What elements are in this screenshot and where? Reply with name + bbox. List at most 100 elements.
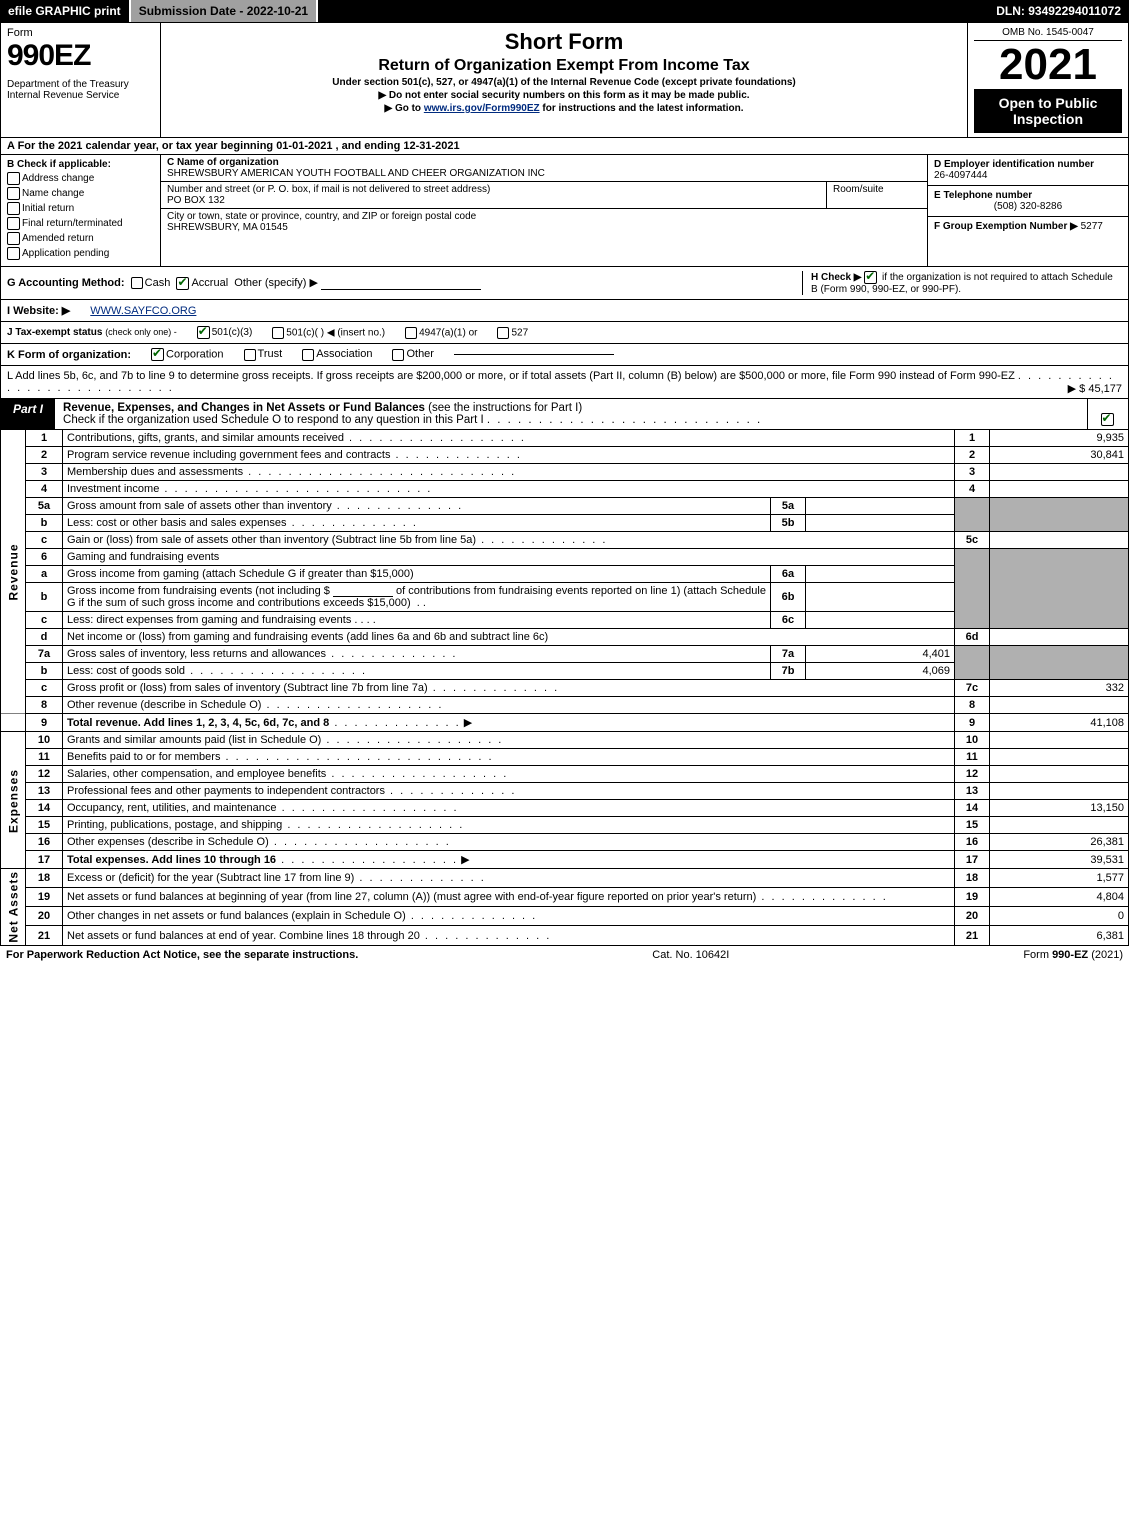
cb-amended-return[interactable]: Amended return (7, 232, 154, 245)
cb-final-return[interactable]: Final return/terminated (7, 217, 154, 230)
address-cell: Number and street (or P. O. box, if mail… (161, 182, 827, 208)
part-1-subline: Check if the organization used Schedule … (63, 414, 762, 426)
line-mid-val (806, 612, 955, 629)
line-desc-text: Other changes in net assets or fund bala… (67, 910, 406, 922)
no-ssn-note: ▶ Do not enter social security numbers o… (167, 90, 961, 101)
line-right-no: 12 (955, 766, 990, 783)
dots-leader (287, 517, 418, 529)
room-label: Room/suite (833, 184, 884, 195)
row-g-h: G Accounting Method: Cash Accrual Other … (0, 267, 1129, 300)
checkbox-checked-icon[interactable] (864, 271, 877, 284)
cb-address-label: Address change (22, 173, 94, 184)
line-desc: Net income or (loss) from gaming and fun… (63, 629, 955, 646)
radio-icon[interactable] (392, 349, 404, 361)
website-link[interactable]: WWW.SAYFCO.ORG (90, 305, 196, 317)
line-no: 4 (26, 481, 63, 498)
radio-icon[interactable] (244, 349, 256, 361)
line-desc: Grants and similar amounts paid (list in… (63, 732, 955, 749)
open-to-public-box: Open to Public Inspection (974, 89, 1122, 133)
shaded-cell (990, 646, 1129, 680)
line-a-calendar-year: A For the 2021 calendar year, or tax yea… (0, 138, 1129, 155)
checkbox-checked-icon[interactable] (1101, 413, 1114, 426)
line-no: 20 (26, 907, 63, 926)
header-center-cell: Short Form Return of Organization Exempt… (161, 23, 968, 137)
line-desc: Gross income from gaming (attach Schedul… (63, 566, 771, 583)
line-no: 5a (26, 498, 63, 515)
cb-address-change[interactable]: Address change (7, 172, 154, 185)
form-number: 990EZ (7, 39, 154, 73)
row-l-gross-receipts: L Add lines 5b, 6c, and 7b to line 9 to … (0, 366, 1129, 399)
dots-leader (269, 836, 451, 848)
checkbox-checked-icon[interactable] (151, 348, 164, 361)
goto-link[interactable]: www.irs.gov/Form990EZ (424, 103, 540, 114)
g-other-field[interactable] (321, 289, 481, 290)
form-header: Form 990EZ Department of the Treasury In… (0, 22, 1129, 138)
radio-icon[interactable] (497, 327, 509, 339)
cb-name-change[interactable]: Name change (7, 187, 154, 200)
line-no: 16 (26, 834, 63, 851)
line-right-val: 41,108 (990, 714, 1129, 732)
line-desc-text: Grants and similar amounts paid (list in… (67, 734, 321, 746)
line-mid-no: 5b (771, 515, 806, 532)
dots-leader (326, 768, 508, 780)
phone-value: (508) 320-8286 (934, 201, 1122, 212)
cb-final-label: Final return/terminated (22, 218, 123, 229)
line-7c: c Gross profit or (loss) from sales of i… (1, 680, 1129, 697)
line-mid-val: 4,401 (806, 646, 955, 663)
line-right-no: 16 (955, 834, 990, 851)
line-5c: c Gain or (loss) from sale of assets oth… (1, 532, 1129, 549)
dots-leader (282, 819, 464, 831)
page-footer: For Paperwork Reduction Act Notice, see … (0, 946, 1129, 964)
line-1: Revenue 1 Contributions, gifts, grants, … (1, 430, 1129, 447)
checkbox-icon (7, 187, 20, 200)
radio-icon[interactable] (302, 349, 314, 361)
line-no: 11 (26, 749, 63, 766)
line-18: Net Assets 18 Excess or (deficit) for th… (1, 869, 1129, 888)
line-desc-text: Less: cost or other basis and sales expe… (67, 517, 287, 529)
line-no: c (26, 612, 63, 629)
dots-leader (756, 891, 887, 903)
cb-initial-label: Initial return (22, 203, 74, 214)
line-desc-text: Less: direct expenses from gaming and fu… (67, 614, 351, 626)
h-check-note: H Check ▶ if the organization is not req… (802, 271, 1122, 295)
radio-icon[interactable] (131, 277, 143, 289)
line-desc-text: Salaries, other compensation, and employ… (67, 768, 326, 780)
line-desc: Occupancy, rent, utilities, and maintena… (63, 800, 955, 817)
h-label: H Check ▶ (811, 272, 861, 283)
block-b-header: B Check if applicable: (7, 159, 154, 170)
line-no: 14 (26, 800, 63, 817)
cb-initial-return[interactable]: Initial return (7, 202, 154, 215)
line-6: 6 Gaming and fundraising events (1, 549, 1129, 566)
line-desc: Excess or (deficit) for the year (Subtra… (63, 869, 955, 888)
line-desc-text: Printing, publications, postage, and shi… (67, 819, 282, 831)
radio-icon[interactable] (272, 327, 284, 339)
k-other-field[interactable] (454, 354, 614, 355)
part-1-title-note: (see the instructions for Part I) (428, 402, 582, 414)
checkbox-checked-icon[interactable] (197, 326, 210, 339)
line-desc: Total revenue. Add lines 1, 2, 3, 4, 5c,… (63, 714, 955, 732)
line-no: c (26, 532, 63, 549)
line-desc-text: Gross sales of inventory, less returns a… (67, 648, 326, 660)
address-label: Number and street (or P. O. box, if mail… (167, 184, 490, 195)
line-6b-desc1: Gross income from fundraising events (no… (67, 585, 330, 597)
line-desc: Less: cost of goods sold (63, 663, 771, 680)
line-mid-val (806, 583, 955, 612)
j-note: (check only one) - (105, 327, 177, 337)
form-word: Form (7, 27, 154, 39)
line-9: 9 Total revenue. Add lines 1, 2, 3, 4, 5… (1, 714, 1129, 732)
line-desc-text: Program service revenue including govern… (67, 449, 390, 461)
dots-leader (277, 802, 459, 814)
line-desc: Gross income from fundraising events (no… (63, 583, 771, 612)
k-label: K Form of organization: (7, 349, 131, 361)
checkbox-checked-icon[interactable] (176, 277, 189, 290)
dots-leader (261, 699, 443, 711)
dots-leader (332, 500, 463, 512)
shaded-cell (990, 498, 1129, 532)
block-b-cdef: B Check if applicable: Address change Na… (0, 155, 1129, 267)
radio-icon[interactable] (405, 327, 417, 339)
l-text: L Add lines 5b, 6c, and 7b to line 9 to … (7, 370, 1015, 382)
accounting-method-row: G Accounting Method: Cash Accrual Other … (7, 276, 782, 290)
org-name-value: SHREWSBURY AMERICAN YOUTH FOOTBALL AND C… (167, 168, 545, 179)
cb-application-pending[interactable]: Application pending (7, 247, 154, 260)
line-no: 10 (26, 732, 63, 749)
